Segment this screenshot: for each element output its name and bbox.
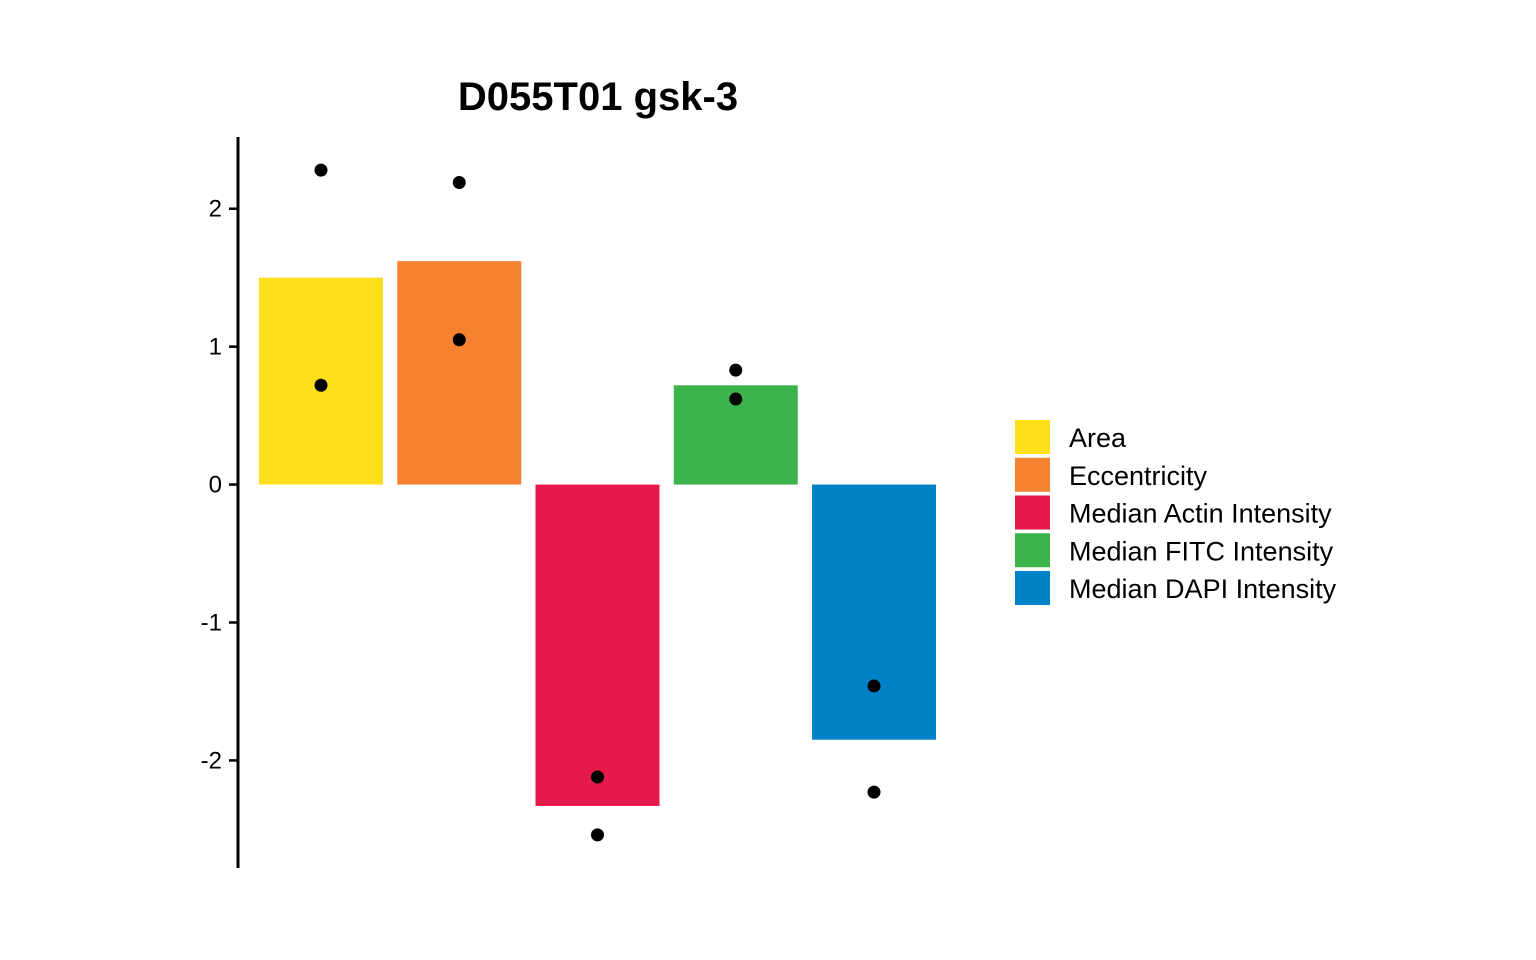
data-point-5-2 [867, 785, 881, 799]
data-point-2-1 [452, 176, 466, 190]
data-point-1-2 [314, 378, 328, 392]
bar-2 [397, 261, 522, 485]
legend-label-4: Median FITC Intensity [1069, 536, 1334, 566]
data-point-4-1 [729, 363, 743, 377]
y-tick-label: 2 [209, 196, 222, 223]
data-point-1-1 [314, 163, 328, 177]
data-point-3-2 [591, 828, 604, 842]
data-point-3-1 [591, 770, 604, 784]
points-layer [314, 163, 881, 842]
data-point-2-2 [452, 333, 466, 347]
legend-label-3: Median Actin Intensity [1069, 499, 1332, 529]
legend-swatch-5 [1015, 571, 1050, 605]
bar-3 [535, 484, 660, 806]
data-point-5-1 [867, 679, 881, 693]
legend: Area Eccentricity Median Actin Intensity Me… [1015, 420, 1337, 605]
legend-swatch-3 [1015, 495, 1050, 530]
legend-label-2: Eccentricity [1069, 461, 1208, 491]
y-axis: 2 1 0 -1 -2 [201, 196, 238, 774]
y-tick-label: -1 [201, 609, 222, 636]
bars-layer [259, 261, 936, 806]
chart-title: D055T01 gsk-3 [458, 75, 738, 119]
legend-swatch-4 [1015, 533, 1050, 568]
legend-swatch-1 [1015, 420, 1050, 454]
legend-label-5: Median DAPI Intensity [1069, 574, 1337, 604]
y-tick-label: 0 [209, 472, 222, 499]
legend-swatch-2 [1015, 457, 1050, 492]
bar-5 [812, 484, 936, 740]
legend-label-1: Area [1069, 423, 1127, 453]
data-point-4-2 [729, 392, 743, 406]
y-tick-label: -2 [201, 747, 222, 774]
y-tick-label: 1 [209, 334, 222, 361]
